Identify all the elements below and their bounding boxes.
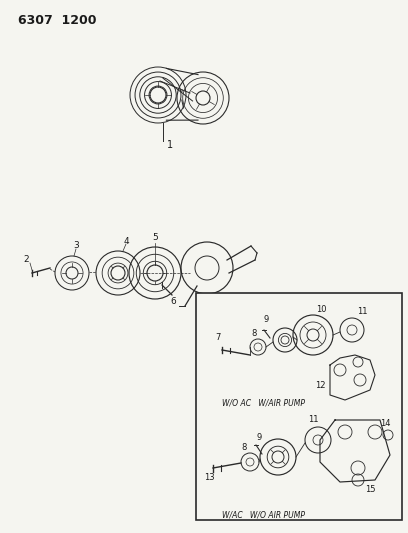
Text: W/O AC   W/AIR PUMP: W/O AC W/AIR PUMP [222, 398, 305, 407]
Text: 1: 1 [167, 140, 173, 150]
Text: 6307  1200: 6307 1200 [18, 14, 97, 27]
Text: W/AC   W/O AIR PUMP: W/AC W/O AIR PUMP [222, 510, 305, 519]
Text: 13: 13 [204, 473, 214, 482]
Bar [196, 293, 402, 520]
Text: 6: 6 [170, 296, 176, 305]
Text: 15: 15 [365, 486, 375, 495]
Text: 10: 10 [316, 305, 326, 314]
Text: 3: 3 [73, 241, 79, 251]
Text: 8: 8 [241, 442, 247, 451]
Text: 5: 5 [152, 233, 158, 243]
Text: 12: 12 [315, 381, 325, 390]
Text: 4: 4 [123, 237, 129, 246]
Text: 11: 11 [357, 308, 367, 317]
Text: 7: 7 [215, 334, 221, 343]
Text: 9: 9 [256, 432, 262, 441]
Text: 11: 11 [308, 416, 318, 424]
Text: 2: 2 [23, 254, 29, 263]
Text: 9: 9 [264, 316, 268, 325]
Text: 8: 8 [251, 328, 257, 337]
Text: 14: 14 [380, 418, 390, 427]
